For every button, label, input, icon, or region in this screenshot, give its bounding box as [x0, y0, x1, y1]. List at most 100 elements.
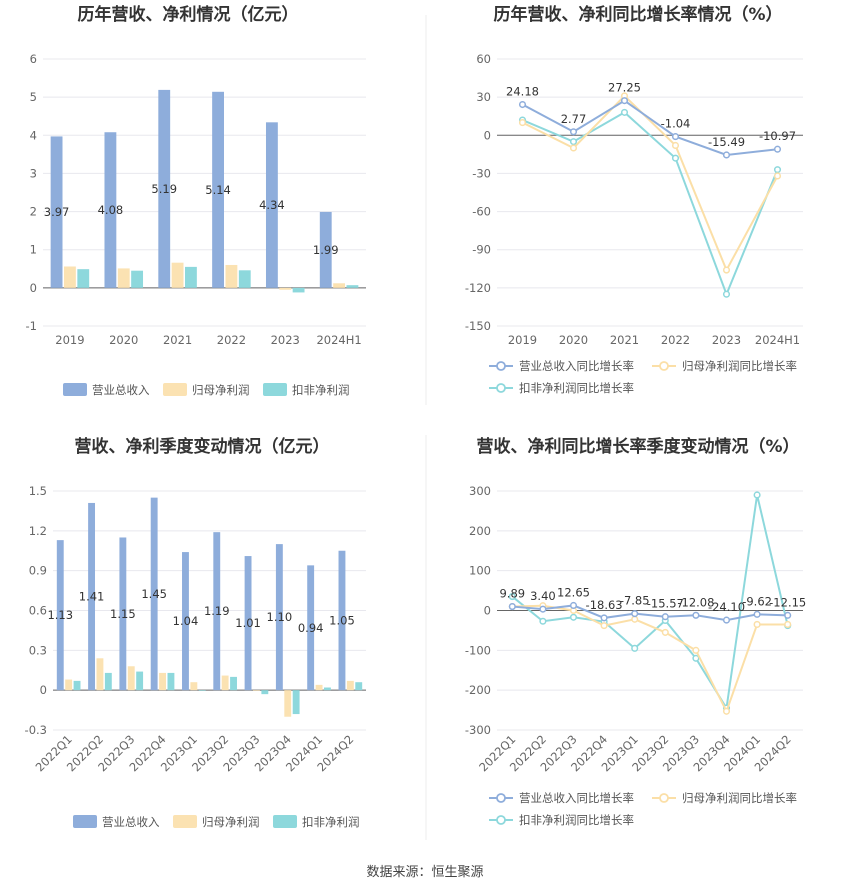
- data-point: [569, 144, 578, 152]
- data-label: 27.25: [608, 81, 641, 95]
- data-point: [692, 654, 700, 662]
- data-label: 3.40: [530, 589, 556, 603]
- data-point: [773, 145, 782, 153]
- y-tick-label: 0.3: [29, 643, 47, 657]
- bar-net-profit: [253, 690, 260, 691]
- data-label: -1.04: [661, 117, 691, 131]
- legend-label: 营业总收入同比增长率: [519, 359, 634, 373]
- data-point: [539, 605, 547, 613]
- x-tick-label: 2021: [610, 333, 639, 347]
- data-label: 5.14: [205, 183, 231, 197]
- legend-swatch: [63, 383, 87, 396]
- data-label: 1.19: [204, 604, 230, 618]
- x-tick-label: 2020: [109, 333, 138, 347]
- data-label: 1.41: [79, 590, 105, 604]
- bar-revenue: [56, 540, 64, 691]
- bar-revenue: [244, 556, 252, 691]
- y-tick-label: 60: [476, 52, 491, 66]
- bar-deducted-profit: [167, 672, 175, 691]
- data-point: [753, 620, 761, 628]
- y-tick-label: 4: [30, 128, 37, 142]
- panel-quarterly-line: 营收、净利同比增长率季度变动情况（%） -300 -200 -100 0 100 200 30…: [465, 436, 806, 827]
- y-tick-label: -120: [465, 281, 491, 295]
- data-point: [773, 166, 782, 174]
- y-tick-label: 200: [469, 524, 491, 538]
- legend-swatch: [173, 815, 197, 828]
- legend-swatch: [163, 383, 187, 396]
- legend-swatch: [273, 815, 297, 828]
- legend-marker: [496, 383, 506, 393]
- legend-label: 归母净利润: [192, 383, 250, 397]
- data-label: -18.63: [586, 598, 623, 612]
- y-tick-label: 300: [469, 484, 491, 498]
- y-tick-label: -0.3: [25, 723, 47, 737]
- data-label: -9.62: [742, 594, 772, 608]
- x-tick-label: 2024H1: [755, 333, 800, 347]
- y-tick-label: 1.5: [29, 484, 47, 498]
- data-point: [508, 603, 516, 611]
- y-tick-label: -30: [472, 166, 491, 180]
- y-tick-label: 1: [30, 243, 37, 257]
- data-point: [631, 644, 639, 652]
- data-label: -15.57: [647, 597, 684, 611]
- bar-deducted-profit: [73, 680, 81, 691]
- bar-net-profit: [346, 680, 354, 691]
- data-label: -12.15: [769, 595, 806, 609]
- legend-label: 营业总收入: [102, 815, 160, 829]
- x-tick-label: 2024H1: [316, 333, 361, 347]
- legend-marker: [496, 361, 506, 371]
- y-tick-label: 0.9: [29, 564, 47, 578]
- data-point: [631, 615, 639, 623]
- legend-label: 营业总收入同比增长率: [519, 791, 634, 805]
- bar-net-profit: [96, 658, 104, 691]
- bar-net-profit: [279, 287, 292, 290]
- bar-deducted-profit: [261, 690, 269, 695]
- data-point: [753, 491, 761, 499]
- data-point: [569, 128, 578, 136]
- bar-net-profit: [117, 268, 130, 288]
- x-tick-label: 2023: [271, 333, 300, 347]
- data-point: [631, 610, 639, 618]
- data-label: 1.10: [267, 610, 293, 624]
- data-label: 1.01: [235, 616, 261, 630]
- bar-net-profit: [315, 684, 323, 691]
- bar-revenue: [307, 565, 315, 691]
- bar-net-profit: [127, 666, 135, 691]
- y-tick-label: 100: [469, 564, 491, 578]
- y-tick-label: -150: [465, 319, 491, 333]
- legend: 营业总收入 归母净利润 扣非净利润: [73, 815, 360, 829]
- data-label: 12.65: [557, 585, 590, 599]
- source-note: 数据来源：恒生聚源: [366, 865, 483, 880]
- data-point: [620, 97, 629, 105]
- series-line: [512, 604, 788, 622]
- x-tick-label: 2021: [163, 333, 192, 347]
- data-point: [518, 100, 527, 109]
- data-label: -7.85: [620, 594, 650, 608]
- y-tick-label: 6: [30, 52, 37, 66]
- data-point: [671, 133, 680, 141]
- data-label: 2.77: [561, 112, 587, 126]
- legend-label: 扣非净利润: [302, 815, 360, 829]
- legend-swatch: [73, 815, 97, 828]
- bar-revenue: [182, 552, 189, 691]
- data-label: 3.97: [44, 205, 70, 219]
- data-point: [722, 616, 731, 624]
- bar-deducted-profit: [292, 690, 300, 715]
- bar-deducted-profit: [355, 682, 363, 691]
- data-point: [539, 617, 547, 625]
- data-label: 1.99: [313, 243, 339, 257]
- bar-net-profit: [225, 264, 238, 288]
- y-tick-label: -60: [472, 205, 491, 219]
- bar-net-profit: [284, 690, 292, 717]
- bar-net-profit: [333, 283, 346, 288]
- bar-deducted-profit: [230, 676, 237, 691]
- chart-title: 营收、净利同比增长率季度变动情况（%）: [476, 436, 799, 457]
- bar-net-profit: [63, 266, 76, 288]
- chart-title: 营收、净利季度变动情况（亿元）: [75, 436, 330, 457]
- bar-deducted-profit: [131, 270, 144, 288]
- y-tick-label: 0.6: [29, 604, 47, 618]
- data-point: [569, 601, 578, 610]
- bar-revenue: [212, 91, 224, 288]
- legend-label: 扣非净利润: [292, 383, 350, 397]
